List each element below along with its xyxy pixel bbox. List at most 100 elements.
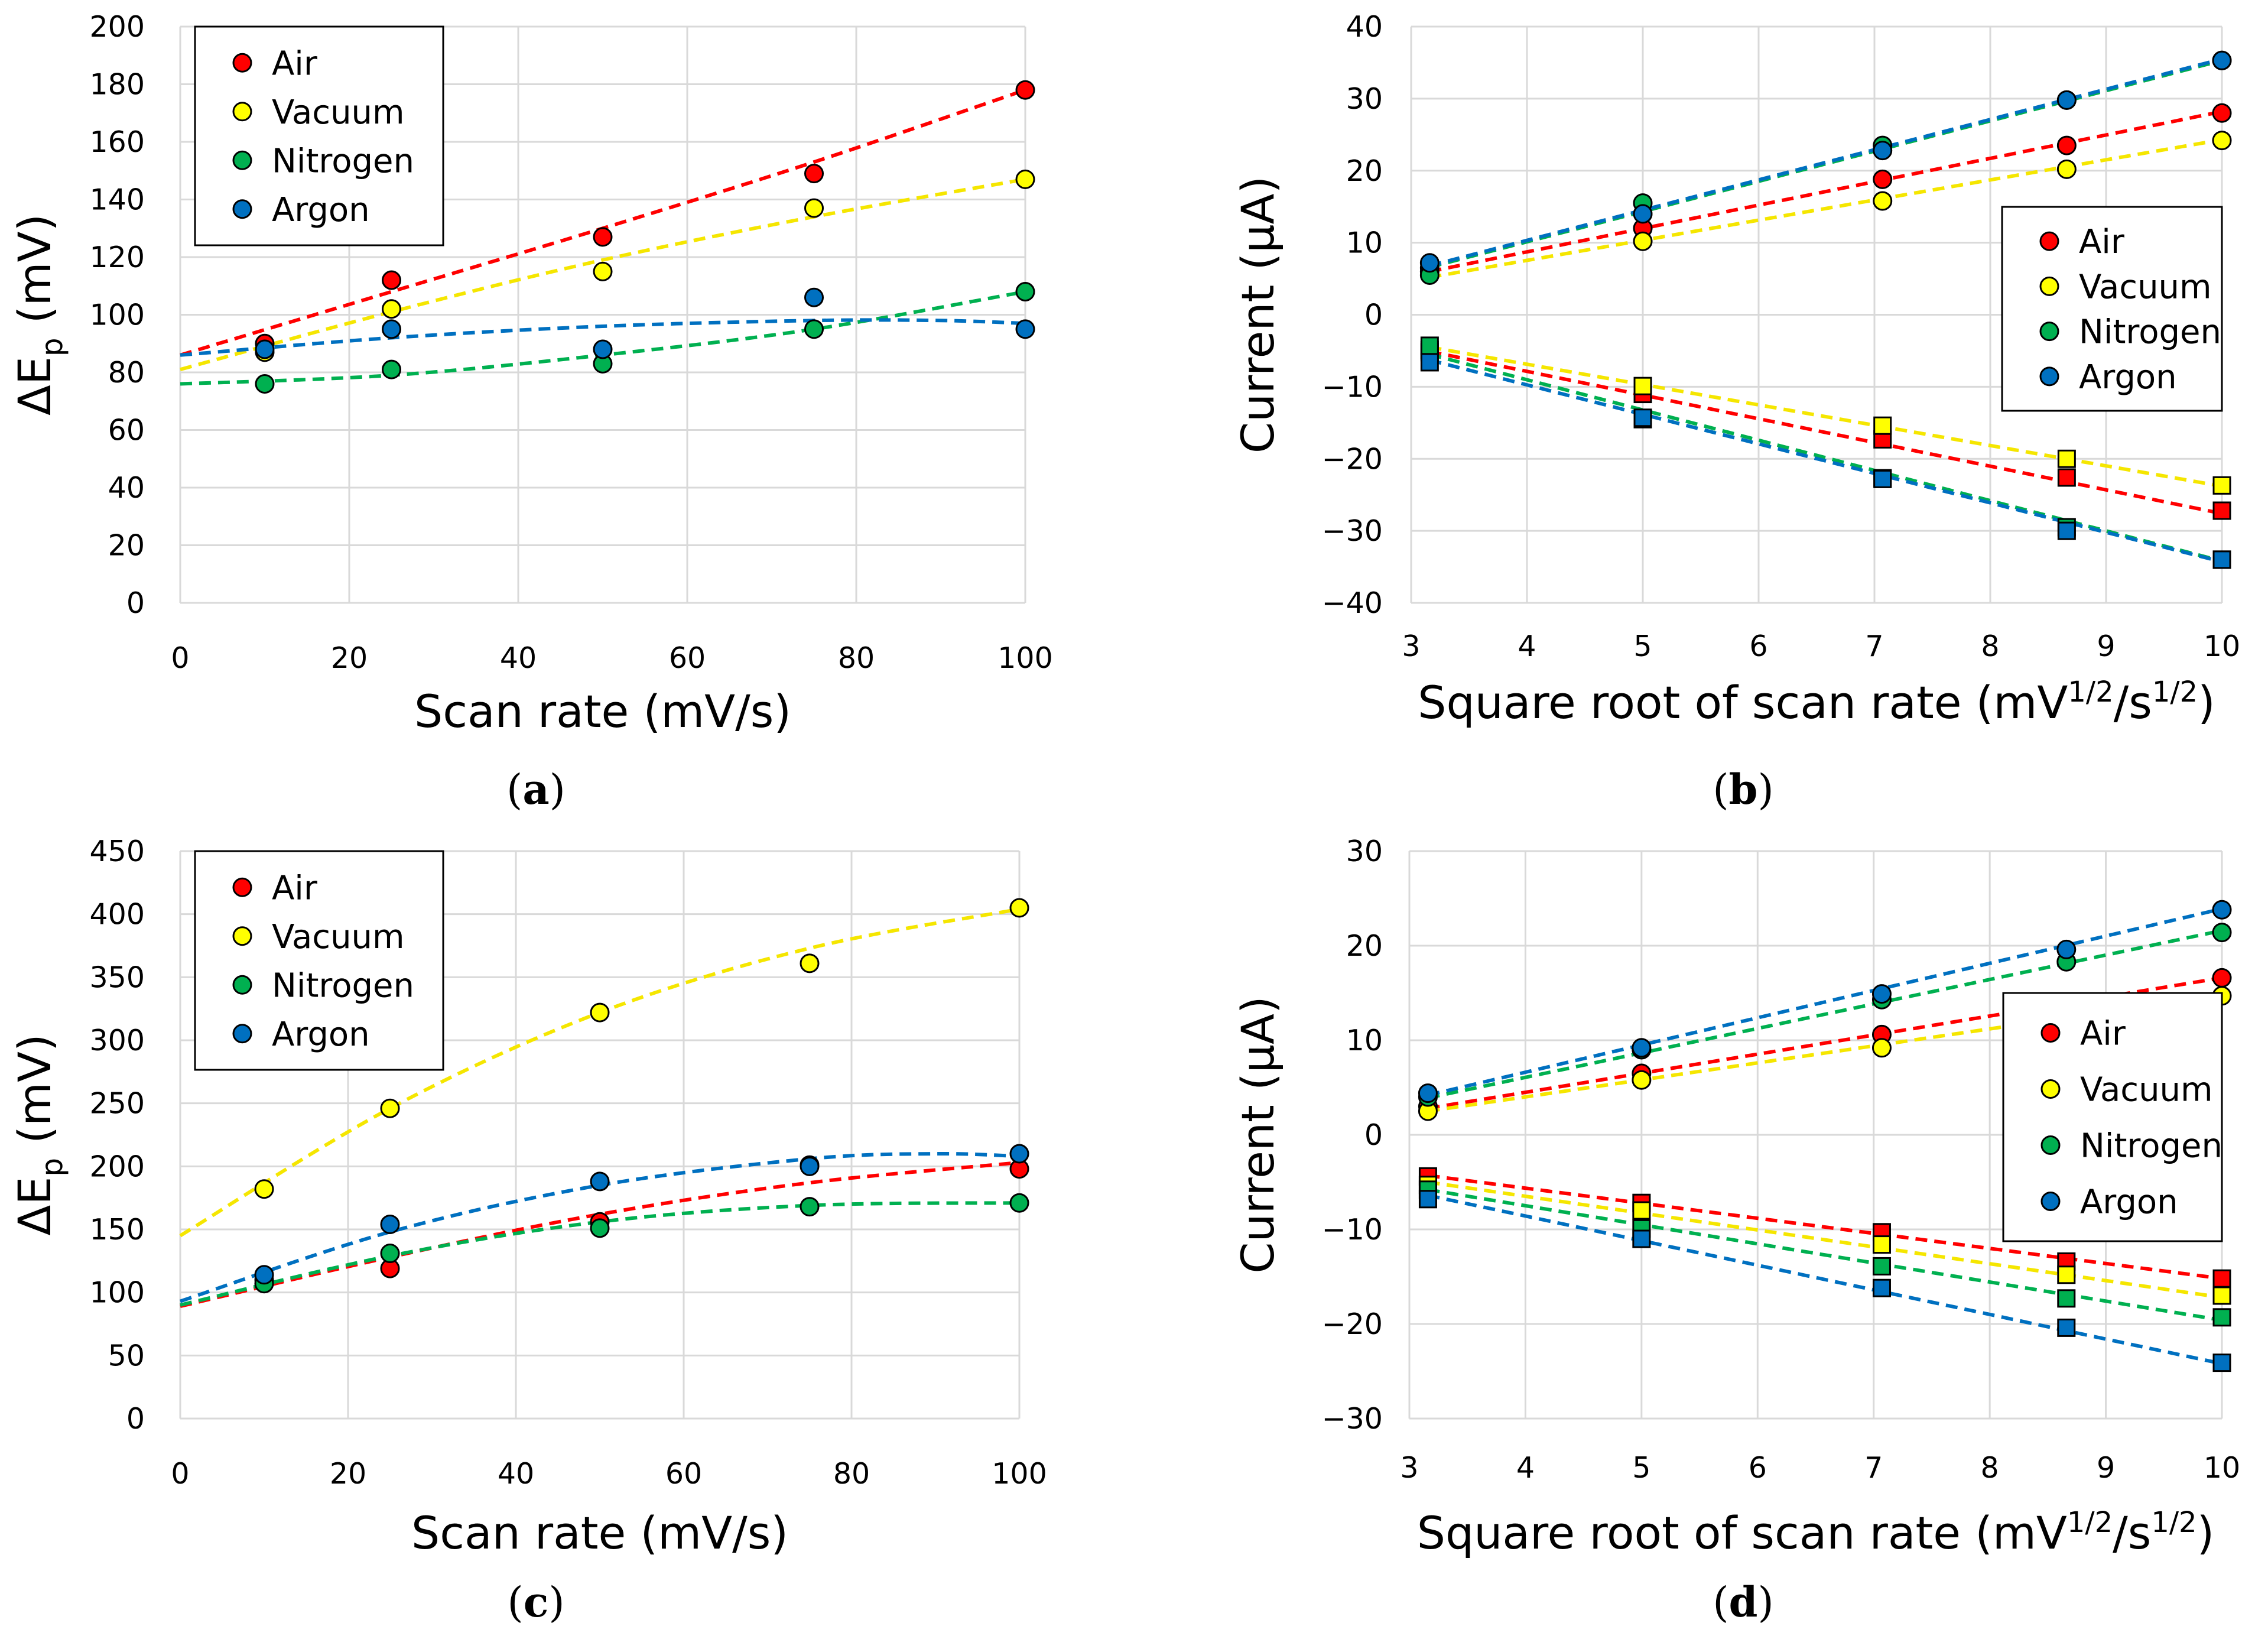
legend-marker-air	[232, 877, 252, 897]
data-markers	[254, 898, 1029, 1294]
x-axis-title-text: /s	[2113, 1507, 2151, 1559]
data-point-square-argon	[1418, 1190, 1437, 1209]
panel-caption-paren: )	[1757, 765, 1773, 814]
y-axis-title: Current (μA)	[1232, 996, 1284, 1273]
x-tick-label: 5	[1633, 629, 1652, 663]
y-tick-label: 0	[1364, 1118, 1383, 1152]
data-point-circle-air	[1015, 80, 1035, 100]
legend-marker-air	[232, 53, 252, 73]
data-point-circle-argon	[380, 1214, 400, 1234]
x-tick-label: 60	[669, 641, 706, 675]
y-tick-label: −10	[1322, 370, 1383, 404]
x-axis-title-text: Square root of scan rate (mV	[1418, 676, 2068, 729]
data-point-circle-vacuum	[2056, 159, 2077, 179]
data-point-circle-vacuum	[1015, 169, 1035, 189]
data-point-square-argon	[1632, 1229, 1651, 1248]
data-point-square-nitrogen	[1872, 1257, 1891, 1276]
chart-panel-d: 3 4 5 6 7 8 9 10 −30 −20 −10 0 10 20 30 Square root of …	[1232, 835, 2240, 1627]
panel-caption-paren: )	[550, 765, 566, 814]
y-tick-label: 140	[89, 183, 145, 217]
trendline-air	[1429, 109, 2222, 274]
tick-labels: 0 20 40 60 80 100 0 20 40 60 80 100 120 140 160 180 200	[89, 10, 1052, 675]
data-markers	[255, 80, 1035, 394]
x-axis-title-superscript: 1/2	[2067, 1506, 2113, 1539]
tick-labels: 3 4 5 6 7 8 9 10 −30 −20 −10 0 10 20 30	[1322, 835, 2241, 1485]
trendline-argon	[180, 1151, 1020, 1303]
y-tick-label: 150	[89, 1213, 145, 1247]
data-point-circle-vacuum	[1871, 1038, 1892, 1058]
x-axis-title-text: /s	[2114, 676, 2152, 729]
panel-caption: (c)	[507, 1578, 564, 1627]
data-point-square-air	[2212, 501, 2231, 520]
data-point-circle-argon	[804, 287, 824, 307]
legend-label-air: Air	[2080, 1015, 2126, 1053]
y-tick-label: 450	[89, 835, 145, 868]
data-point-circle-argon	[2212, 50, 2232, 70]
data-point-square-argon	[1420, 353, 1439, 372]
x-tick-label: 100	[992, 1457, 1047, 1491]
panel-caption-letter: a	[522, 765, 549, 814]
y-tick-label: 10	[1346, 226, 1383, 260]
x-tick-label: 6	[1749, 629, 1767, 663]
y-tick-label: −20	[1322, 1307, 1383, 1341]
data-point-square-argon	[2212, 550, 2231, 569]
x-tick-label: 3	[1400, 1451, 1418, 1485]
x-tick-label: 10	[2204, 629, 2240, 663]
legend-label-argon: Argon	[2079, 358, 2177, 397]
data-point-circle-vacuum	[382, 299, 401, 319]
trendline-vacuum	[1427, 1180, 2222, 1300]
data-point-circle-air	[593, 227, 613, 247]
x-axis-title-superscript: 1/2	[2152, 676, 2198, 709]
x-axis-title-superscript: 1/2	[2068, 676, 2113, 709]
data-point-circle-nitrogen	[255, 374, 275, 394]
data-point-circle-argon	[255, 339, 275, 359]
trendline-vacuum	[1429, 345, 2222, 488]
y-tick-label: 250	[89, 1087, 145, 1121]
x-axis-title-text: Square root of scan rate (mV	[1417, 1507, 2067, 1559]
panel-caption: (b)	[1713, 765, 1774, 814]
legend-label-vacuum: Vacuum	[2080, 1071, 2213, 1109]
legend-marker-vacuum	[232, 926, 252, 946]
legend-label-argon: Argon	[272, 1015, 370, 1054]
x-tick-label: 20	[330, 1457, 366, 1491]
chart-panel-b: 3 4 5 6 7 8 9 10 −40 −30 −20 −10 0 10 20 30 40 Square roo…	[1232, 10, 2240, 814]
trendline-nitrogen	[180, 1201, 1020, 1307]
y-tick-label: 0	[1364, 298, 1383, 332]
data-point-circle-vacuum	[2212, 131, 2232, 151]
x-tick-label: 20	[331, 641, 368, 675]
data-point-circle-air	[2212, 968, 2232, 988]
data-point-circle-vacuum	[593, 261, 613, 281]
legend-marker-argon	[2040, 1192, 2061, 1211]
trendline-air	[1429, 349, 2222, 515]
legend-label-air: Air	[272, 869, 318, 907]
data-point-circle-vacuum	[254, 1179, 274, 1199]
x-axis-title: Scan rate (mV/s)	[411, 1507, 788, 1559]
x-tick-label: 40	[500, 641, 537, 675]
data-point-circle-vacuum	[1873, 191, 1893, 211]
y-tick-label: 30	[1346, 835, 1383, 868]
data-point-square-nitrogen	[2057, 1289, 2076, 1308]
trendlines	[1429, 57, 2222, 564]
data-point-circle-argon	[1873, 141, 1893, 161]
data-point-square-argon	[2212, 1354, 2231, 1372]
data-point-circle-vacuum	[380, 1098, 400, 1118]
data-point-square-vacuum	[2212, 1286, 2231, 1305]
x-tick-label: 10	[2204, 1451, 2240, 1485]
y-axis-title-text: (mV)	[8, 214, 61, 337]
data-point-circle-air	[2056, 135, 2077, 155]
legend: Air Vacuum Nitrogen Argon	[194, 850, 444, 1071]
data-point-circle-argon	[2212, 900, 2232, 920]
trendline-argon	[1429, 358, 2222, 564]
panel-caption-paren: (	[1713, 1578, 1728, 1627]
legend-label-air: Air	[272, 44, 318, 83]
y-tick-label: 60	[108, 414, 145, 447]
y-tick-label: −30	[1322, 1402, 1383, 1436]
y-axis-title-text: ΔE	[8, 356, 61, 416]
data-point-circle-argon	[254, 1265, 274, 1285]
x-tick-label: 9	[2097, 1451, 2115, 1485]
data-point-circle-argon	[1009, 1144, 1029, 1164]
x-tick-label: 8	[1981, 629, 1999, 663]
y-tick-label: −20	[1322, 442, 1383, 476]
y-axis-title-subscript: p	[35, 337, 69, 356]
panel-caption-paren: )	[1757, 1578, 1773, 1627]
